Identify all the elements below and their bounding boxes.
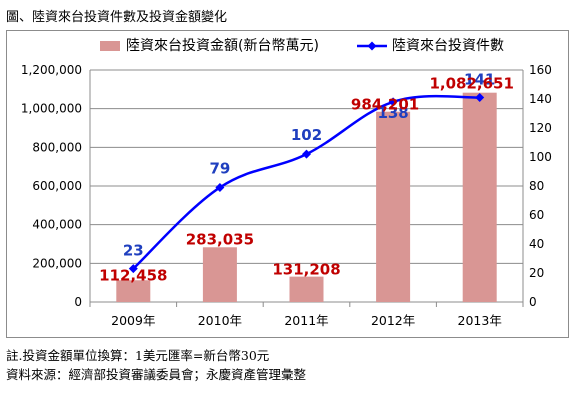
x-tick-label: 2009年 <box>111 313 155 328</box>
right-tick-label: 160 <box>529 63 552 77</box>
count-data-label: 102 <box>291 126 322 144</box>
amount-data-label: 984,201 <box>351 96 419 114</box>
count-marker <box>302 149 311 159</box>
right-tick-label: 120 <box>529 121 552 135</box>
unit-note: 註.投資金額單位換算：1美元匯率=新台幣30元 <box>6 348 270 363</box>
amount-data-label: 112,458 <box>99 266 167 284</box>
legend-line-label: 陸資來台投資件數 <box>392 38 504 54</box>
amount-data-label: 1,082,651 <box>429 75 513 93</box>
amount-data-label: 131,208 <box>272 261 340 279</box>
combo-chart: 0 200,000 400,000 600,000 800,000 1,000,000 1,… <box>21 38 552 328</box>
count-marker <box>128 264 138 274</box>
bar-amount <box>376 111 411 303</box>
bar-amount <box>116 280 151 302</box>
x-tick-label: 2012年 <box>371 313 415 328</box>
bar-amount <box>202 247 237 302</box>
right-tick-label: 40 <box>529 237 544 251</box>
amount-data-label: 283,035 <box>186 230 254 248</box>
left-tick-label: 200,000 <box>32 256 82 270</box>
x-tick-label: 2013年 <box>458 313 502 328</box>
legend-bar-swatch <box>100 41 120 51</box>
legend-line-marker <box>367 41 377 51</box>
source-note: 資料來源：經濟部投資審議委員會；永慶資產管理彙整 <box>6 367 307 382</box>
count-data-label: 141 <box>464 71 495 89</box>
right-tick-label: 20 <box>529 266 544 280</box>
chart-frame <box>6 30 569 338</box>
left-tick-label: 0 <box>74 295 82 309</box>
legend-bar-label: 陸資來台投資金額(新台幣萬元) <box>126 38 319 54</box>
left-tick-label: 800,000 <box>32 140 82 154</box>
count-data-label: 138 <box>377 104 408 122</box>
x-tick-label: 2010年 <box>198 313 242 328</box>
right-tick-label: 80 <box>529 179 544 193</box>
right-tick-label: 140 <box>529 92 552 106</box>
left-tick-label: 1,000,000 <box>21 102 82 116</box>
left-tick-label: 400,000 <box>32 218 82 232</box>
count-data-label: 79 <box>209 159 230 177</box>
count-marker <box>475 93 485 103</box>
count-data-label: 23 <box>123 242 144 260</box>
bar-amount <box>462 92 497 303</box>
right-tick-label: 60 <box>529 208 544 222</box>
bar-amount <box>289 276 324 302</box>
right-tick-label: 0 <box>529 295 537 309</box>
count-marker <box>388 97 398 107</box>
left-tick-label: 600,000 <box>32 179 82 193</box>
right-tick-label: 100 <box>529 150 552 164</box>
x-tick-label: 2011年 <box>284 313 328 328</box>
count-marker <box>215 182 225 192</box>
left-tick-label: 1,200,000 <box>21 63 82 77</box>
page-title: 圖、陸資來台投資件數及投資金額變化 <box>6 10 228 25</box>
